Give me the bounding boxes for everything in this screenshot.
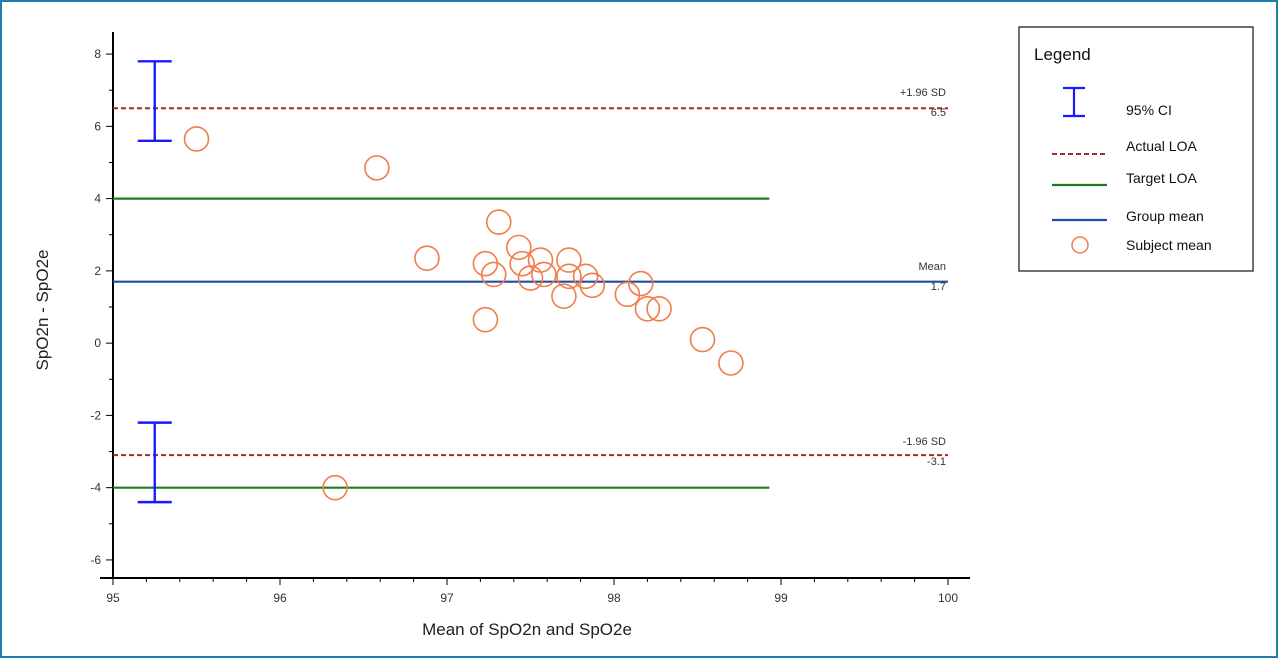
subject-point	[472, 250, 499, 277]
y-tick-label: 0	[94, 336, 101, 350]
legend-box	[1018, 26, 1254, 272]
subject-point	[527, 247, 554, 273]
subject-point	[322, 474, 348, 501]
legend-item-target-loa: Target LOA	[1126, 170, 1197, 186]
legend-item-actual-loa: Actual LOA	[1126, 138, 1197, 154]
subject-point	[572, 263, 599, 290]
subject-point	[718, 350, 744, 376]
x-axis-title: Mean of SpO2n and SpO2e	[422, 620, 632, 639]
subject-point	[614, 281, 641, 308]
subject-point	[551, 283, 577, 309]
legend: Legend 95% CI Actual LOA Target LOA Grou…	[1018, 26, 1254, 272]
subject-point	[689, 326, 716, 353]
x-tick-label: 96	[273, 591, 287, 605]
y-tick-label: 4	[94, 192, 101, 206]
upper-loa-label: +1.96 SD	[900, 87, 946, 99]
subject-point	[472, 306, 499, 333]
legend-subject-mean-icon	[1071, 236, 1089, 254]
upper-loa-value-label: 6.5	[931, 107, 946, 119]
y-tick-label: -6	[90, 553, 101, 567]
plot-area: 8 6 4 2 0 -2 -4 -6 95 96 97 98 99 100	[90, 32, 970, 605]
x-tick-label: 99	[774, 591, 788, 605]
y-tick-label: 2	[94, 264, 101, 278]
subject-point	[183, 126, 210, 152]
lower-loa-value-label: -3.1	[927, 456, 946, 468]
subject-point	[579, 272, 606, 299]
y-tick-label: 6	[94, 119, 101, 133]
legend-item-subject-mean: Subject mean	[1126, 237, 1212, 253]
subject-point	[556, 247, 582, 273]
subject-point	[506, 234, 532, 261]
subject-point	[364, 155, 390, 181]
mean-value-label: 1.7	[931, 281, 946, 293]
lower-loa-label: -1.96 SD	[903, 436, 946, 448]
y-axis-title: SpO2n - SpO2e	[33, 250, 52, 371]
subject-point	[509, 250, 535, 277]
y-tick-label: -2	[90, 408, 101, 422]
subject-point	[531, 261, 557, 288]
subject-point	[556, 263, 582, 290]
y-tick-label: -4	[90, 481, 101, 495]
legend-ci-icon	[1063, 86, 1085, 118]
subject-point	[627, 270, 654, 297]
subject-point	[485, 209, 512, 235]
x-tick-label: 98	[607, 591, 621, 605]
subject-point	[517, 265, 544, 291]
legend-title: Legend	[1034, 45, 1091, 64]
legend-item-group-mean: Group mean	[1126, 208, 1204, 224]
y-tick-label: 8	[94, 47, 101, 61]
x-tick-label: 97	[440, 591, 454, 605]
x-tick-label: 95	[106, 591, 120, 605]
mean-label: Mean	[918, 261, 946, 273]
subject-point	[480, 261, 507, 288]
subject-point	[634, 296, 661, 322]
subject-point	[414, 245, 440, 272]
x-tick-label: 100	[938, 591, 958, 605]
legend-item-ci: 95% CI	[1126, 102, 1172, 118]
subject-point	[646, 296, 672, 322]
